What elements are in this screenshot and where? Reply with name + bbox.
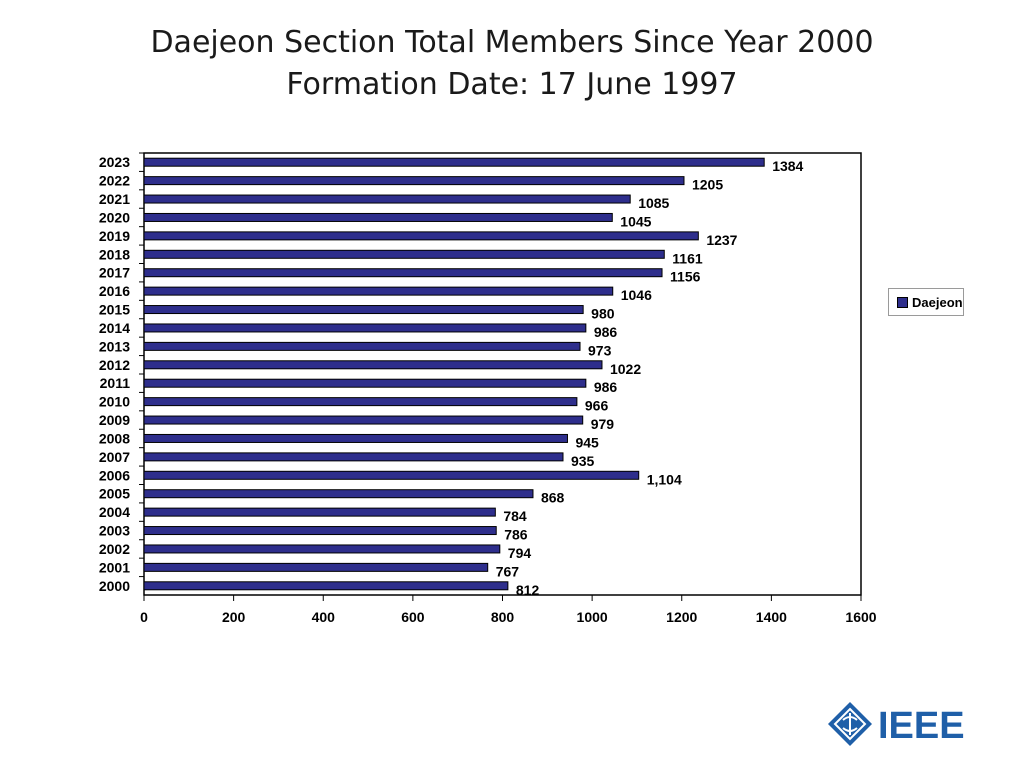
y-tick-label-2021: 2021 — [99, 191, 130, 207]
data-label-2020: 1045 — [620, 213, 651, 229]
y-tick-label-2018: 2018 — [99, 246, 130, 262]
data-label-2008: 945 — [575, 434, 599, 450]
data-label-2005: 868 — [541, 490, 565, 506]
data-label-2001: 767 — [496, 563, 520, 579]
y-tick-label-2005: 2005 — [99, 486, 130, 502]
y-tick-label-2010: 2010 — [99, 394, 130, 410]
x-tick-label-400: 400 — [312, 609, 336, 625]
y-tick-label-2023: 2023 — [99, 154, 130, 170]
data-label-2014: 986 — [594, 324, 618, 340]
ieee-logo: IEEE — [826, 700, 976, 750]
y-tick-label-2013: 2013 — [99, 338, 130, 354]
legend-label: Daejeon — [912, 294, 963, 310]
y-tick-label-2014: 2014 — [99, 320, 130, 336]
bar-2014 — [143, 323, 587, 333]
data-label-2019: 1237 — [706, 232, 737, 248]
bar-2017 — [143, 268, 663, 278]
y-tick-label-2019: 2019 — [99, 228, 130, 244]
data-label-2018: 1161 — [672, 250, 703, 266]
y-tick-label-2022: 2022 — [99, 173, 130, 189]
chart-legend: Daejeon — [888, 288, 964, 316]
y-tick-label-2002: 2002 — [99, 541, 130, 557]
bar-2015 — [143, 305, 584, 315]
bar-2007 — [143, 452, 564, 462]
logo-text: IEEE — [878, 705, 965, 747]
bar-2016 — [143, 286, 614, 296]
bar-2009 — [143, 415, 584, 425]
bar-2011 — [143, 378, 587, 388]
data-label-2016: 1046 — [621, 287, 652, 303]
data-label-2023: 1384 — [772, 158, 803, 174]
y-tick-label-2000: 2000 — [99, 578, 130, 594]
y-tick-label-2009: 2009 — [99, 412, 130, 428]
y-tick-label-2008: 2008 — [99, 430, 130, 446]
x-tick-label-1000: 1000 — [577, 609, 608, 625]
bar-2003 — [143, 526, 497, 536]
data-label-2015: 980 — [591, 306, 615, 322]
data-label-2007: 935 — [571, 453, 595, 469]
x-tick-label-1200: 1200 — [666, 609, 697, 625]
legend-swatch — [897, 296, 908, 308]
y-tick-label-2004: 2004 — [99, 504, 130, 520]
bar-2000 — [143, 581, 509, 591]
ieee-diamond-icon — [828, 702, 872, 746]
y-tick-label-2017: 2017 — [99, 265, 130, 281]
chart-subtitle: Formation Date: 17 June 1997 — [286, 67, 738, 102]
y-tick-label-2006: 2006 — [99, 467, 130, 483]
y-tick-label-2020: 2020 — [99, 209, 130, 225]
y-tick-label-2016: 2016 — [99, 283, 130, 299]
data-label-2003: 786 — [504, 527, 528, 543]
data-label-2021: 1085 — [638, 195, 669, 211]
data-label-2000: 812 — [516, 582, 540, 598]
x-tick-label-200: 200 — [222, 609, 246, 625]
bar-2012 — [143, 360, 603, 370]
y-tick-label-2015: 2015 — [99, 302, 130, 318]
data-label-2002: 794 — [508, 545, 532, 561]
data-label-2022: 1205 — [692, 177, 723, 193]
bar-2021 — [143, 194, 631, 204]
plot-area — [143, 152, 862, 596]
bar-2008 — [143, 433, 568, 443]
y-tick-label-2003: 2003 — [99, 523, 130, 539]
bar-2010 — [143, 397, 578, 407]
data-label-2012: 1022 — [610, 361, 641, 377]
x-tick-label-0: 0 — [140, 609, 148, 625]
data-label-2006: 1,104 — [647, 471, 682, 487]
y-tick-label-2011: 2011 — [100, 375, 131, 391]
data-label-2011: 986 — [594, 379, 618, 395]
data-label-2009: 979 — [591, 416, 615, 432]
bar-2018 — [143, 249, 665, 259]
x-tick-label-600: 600 — [401, 609, 425, 625]
bar-2002 — [143, 544, 501, 554]
data-label-2004: 784 — [503, 508, 527, 524]
bar-2013 — [143, 341, 581, 351]
y-tick-label-2012: 2012 — [99, 357, 130, 373]
chart-title-block: Daejeon Section Total Members Since Year… — [0, 22, 1024, 106]
bar-2006 — [143, 470, 640, 480]
x-tick-label-1600: 1600 — [845, 609, 876, 625]
x-tick-label-1400: 1400 — [756, 609, 787, 625]
bar-2020 — [143, 212, 613, 222]
y-tick-label-2001: 2001 — [99, 559, 130, 575]
bar-2023 — [143, 157, 765, 167]
bar-2019 — [143, 231, 699, 241]
bar-2004 — [143, 507, 496, 517]
x-tick-label-800: 800 — [491, 609, 515, 625]
data-label-2017: 1156 — [670, 269, 701, 285]
bar-2005 — [143, 489, 534, 499]
bar-2022 — [143, 176, 685, 186]
data-label-2010: 966 — [585, 398, 609, 414]
data-label-2013: 973 — [588, 342, 612, 358]
bar-2001 — [143, 562, 489, 572]
y-tick-label-2007: 2007 — [99, 449, 130, 465]
chart-title: Daejeon Section Total Members Since Year… — [150, 25, 874, 60]
